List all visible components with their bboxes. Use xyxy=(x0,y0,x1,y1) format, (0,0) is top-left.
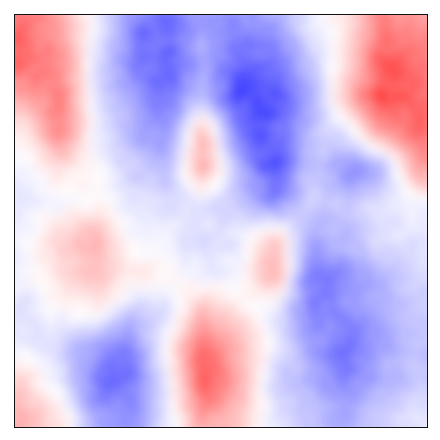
heatmap-image xyxy=(15,15,427,427)
heatmap-plot-area xyxy=(14,14,428,428)
